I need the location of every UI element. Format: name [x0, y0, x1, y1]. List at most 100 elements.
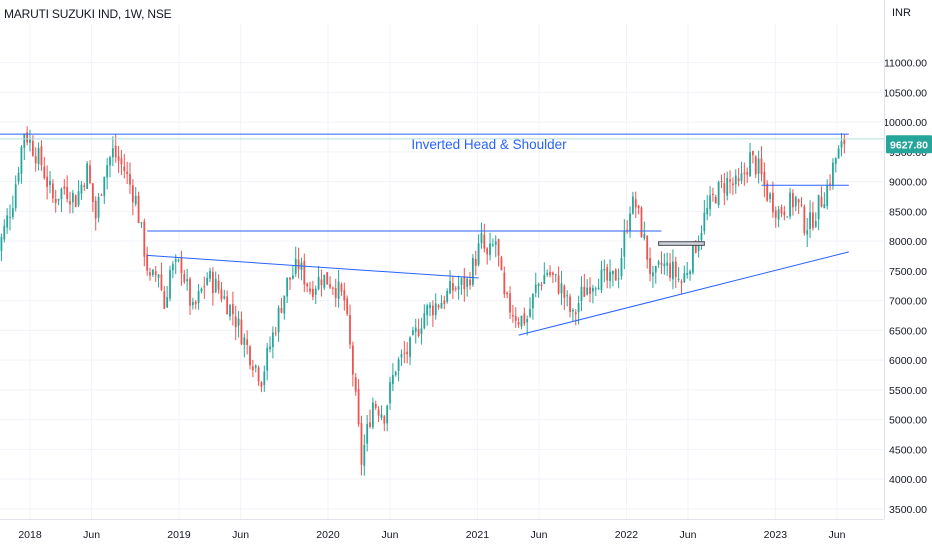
- candle-body: [569, 296, 571, 312]
- candle-body: [377, 409, 380, 416]
- candle-body: [269, 346, 271, 350]
- candle-body: [737, 178, 740, 181]
- candle-body: [6, 215, 9, 228]
- candle-body: [200, 288, 203, 292]
- candle-body: [100, 194, 103, 196]
- candle-body: [723, 183, 726, 193]
- candle-body: [51, 183, 54, 199]
- candle-body: [460, 278, 463, 286]
- candle-body: [149, 272, 151, 276]
- candle-body: [577, 303, 580, 313]
- candle-body: [414, 327, 417, 332]
- candle-body: [792, 193, 794, 208]
- candle-body: [526, 319, 529, 323]
- candle-body: [591, 287, 594, 292]
- candle-body: [520, 315, 523, 327]
- candle-body: [754, 156, 757, 175]
- candle-body: [397, 359, 400, 371]
- candle-body: [789, 192, 791, 217]
- candle-body: [111, 148, 114, 158]
- candle-body: [403, 352, 406, 354]
- candle-body: [466, 278, 469, 287]
- candle-body: [151, 269, 154, 275]
- candle-body: [137, 195, 140, 223]
- candle-body: [283, 295, 286, 314]
- candle-body: [563, 285, 566, 298]
- candle-body: [551, 272, 554, 275]
- candle-body: [783, 211, 786, 216]
- candle-body: [549, 271, 551, 276]
- candle-body: [263, 371, 266, 386]
- candle-body: [394, 371, 397, 376]
- candle-body: [417, 329, 420, 336]
- candle-body: [672, 261, 674, 280]
- candle-body: [446, 291, 449, 302]
- candle-body: [454, 288, 457, 290]
- candle-body: [220, 289, 223, 300]
- candle-body: [700, 233, 703, 240]
- candle-body: [369, 422, 371, 427]
- candle-body: [97, 196, 100, 218]
- candle-body: [640, 207, 643, 238]
- candle-body: [274, 332, 277, 334]
- candle-body: [103, 176, 106, 197]
- candle-body: [497, 239, 500, 256]
- candle-body: [66, 187, 69, 200]
- candle-body: [426, 305, 429, 316]
- candle-body: [23, 134, 26, 148]
- y-tick-label: 4500.00: [889, 444, 927, 456]
- candle-body: [303, 261, 306, 285]
- candle-body: [554, 274, 557, 276]
- candle-body: [500, 257, 503, 271]
- candle-body: [752, 151, 754, 156]
- candle-body: [246, 339, 249, 346]
- candle-body: [523, 313, 526, 324]
- candle-body: [343, 290, 346, 301]
- candle-body: [429, 304, 431, 308]
- candle-body: [20, 147, 23, 174]
- candle-body: [171, 264, 174, 271]
- candle-body: [160, 274, 163, 290]
- candle-body: [131, 185, 134, 203]
- candle-body: [637, 205, 640, 209]
- candle-body: [494, 241, 497, 245]
- candle-body: [106, 165, 109, 178]
- candle-body: [109, 157, 111, 166]
- candle-body: [689, 271, 691, 274]
- candle-body: [477, 243, 480, 265]
- y-tick-label: 8000.00: [889, 236, 927, 248]
- candle-body: [443, 300, 446, 304]
- candle-body: [240, 319, 243, 345]
- candle-body: [14, 184, 17, 208]
- candle-body: [306, 283, 309, 287]
- candle-body: [314, 288, 317, 295]
- candle-body: [703, 212, 706, 232]
- candle-body: [529, 309, 531, 317]
- candle-body: [586, 287, 589, 295]
- candle-body: [140, 222, 143, 224]
- candle-body: [797, 199, 800, 203]
- x-tick-label: 2018: [18, 529, 42, 541]
- candle-body: [734, 175, 737, 185]
- candle-body: [89, 165, 91, 183]
- candle-body: [117, 156, 120, 161]
- candle-body: [774, 210, 777, 218]
- candle-body: [60, 188, 63, 200]
- candle-body: [626, 229, 629, 232]
- candle-body: [740, 173, 743, 181]
- candle-body: [169, 270, 171, 299]
- candle-body: [280, 307, 283, 313]
- candle-body: [363, 445, 366, 466]
- candle-body: [712, 193, 714, 195]
- candle-body: [820, 196, 823, 207]
- candle-body: [457, 286, 460, 290]
- candle-body: [449, 281, 451, 294]
- last-price-badge: [886, 135, 932, 154]
- candle-body: [349, 314, 351, 345]
- candle-body: [91, 183, 94, 202]
- candle-body: [191, 302, 194, 306]
- candle-body: [814, 221, 817, 227]
- candle-body: [511, 314, 514, 317]
- y-tick-label: 6500.00: [889, 325, 927, 337]
